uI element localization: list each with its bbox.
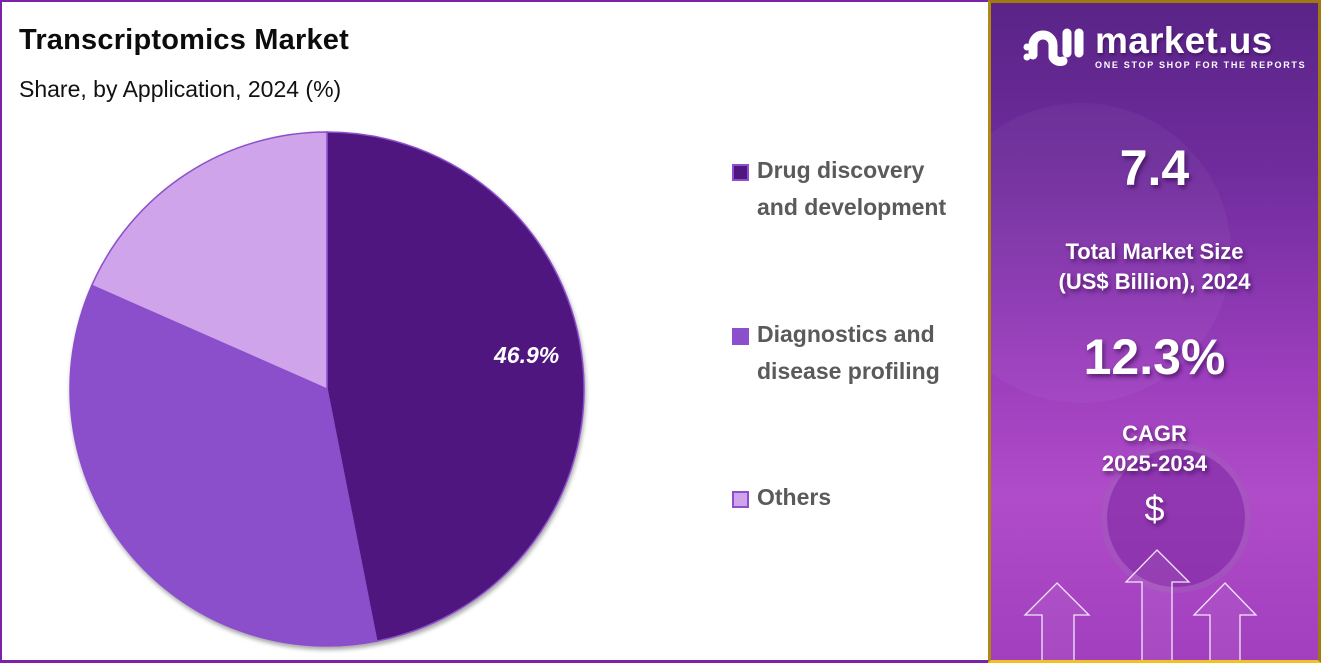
legend-label: Drug discovery and development xyxy=(757,157,947,220)
legend-label: Others xyxy=(757,484,832,510)
background-decoration xyxy=(1101,443,1251,593)
cagr-label-line2: 2025-2034 xyxy=(1101,451,1208,476)
market-us-logo-icon xyxy=(1023,28,1084,66)
chart-panel: Transcriptomics Market Share, by Applica… xyxy=(0,0,988,663)
legend-swatch-diagnostics xyxy=(732,328,749,345)
slice-others[interactable] xyxy=(90,131,328,391)
legend-swatch-drug-discovery xyxy=(732,164,749,181)
market-size-value: 7.4 xyxy=(1119,140,1190,196)
brand-logo[interactable]: market.us ONE STOP SHOP FOR THE REPORTS xyxy=(1023,20,1307,71)
chart-title: Transcriptomics Market xyxy=(19,24,349,56)
legend-swatch-others xyxy=(732,491,749,508)
legend-item-diagnostics[interactable]: Diagnostics and disease profiling xyxy=(732,316,982,390)
cagr-value: 12.3% xyxy=(1083,329,1226,385)
growth-arrows-icon xyxy=(1023,549,1258,660)
brand-name: market.us xyxy=(1095,20,1273,61)
cagr-label-line1: CAGR xyxy=(1122,421,1187,446)
brand-tagline: ONE STOP SHOP FOR THE REPORTS xyxy=(1095,60,1307,70)
background-decoration xyxy=(991,103,1231,403)
chart-subtitle: Share, by Application, 2024 (%) xyxy=(19,76,342,102)
legend-item-drug-discovery[interactable]: Drug discovery and development xyxy=(732,152,957,226)
market-size-label-line2: (US$ Billion), 2024 xyxy=(1058,269,1251,294)
slice-drug-discovery[interactable] xyxy=(326,131,585,643)
dollar-icon: $ xyxy=(1144,488,1165,529)
legend-label: Diagnostics and disease profiling xyxy=(757,321,940,384)
legend-item-others[interactable]: Others xyxy=(732,479,982,516)
summary-panel: market.us ONE STOP SHOP FOR THE REPORTS … xyxy=(988,0,1321,663)
pie-chart: 46.9% xyxy=(62,124,602,663)
slice-diagnostics[interactable] xyxy=(69,284,378,647)
market-size-label-line1: Total Market Size xyxy=(1065,239,1244,264)
slice-label-drug-discovery: 46.9% xyxy=(493,342,559,368)
